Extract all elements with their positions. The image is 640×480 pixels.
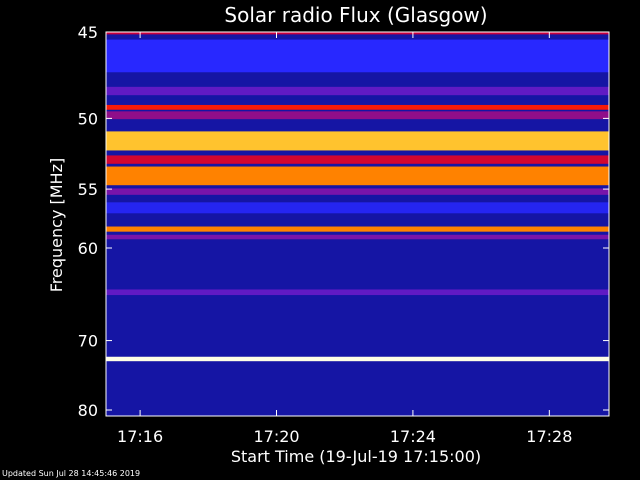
frequency-band bbox=[106, 226, 609, 232]
y-tick-label: 55 bbox=[78, 180, 98, 199]
y-tick-label: 45 bbox=[78, 23, 98, 42]
y-tick-label: 50 bbox=[78, 109, 98, 128]
x-tick-label: 17:20 bbox=[253, 427, 299, 446]
frequency-band bbox=[106, 104, 609, 110]
x-tick-label: 17:24 bbox=[390, 427, 436, 446]
spectrogram-background bbox=[106, 32, 609, 416]
x-tick-label: 17:16 bbox=[117, 427, 163, 446]
frequency-band bbox=[106, 32, 609, 35]
spectrogram-bands bbox=[106, 32, 609, 416]
y-axis-label: Frequency [MHz] bbox=[47, 158, 66, 292]
y-tick-label: 70 bbox=[78, 332, 98, 351]
x-tick-label: 17:28 bbox=[526, 427, 572, 446]
axis-ticks: 45 50 55 60 70 80 17:16 17:20 17:24 17:28 bbox=[78, 23, 609, 446]
plot-frame bbox=[105, 31, 610, 417]
frequency-band bbox=[106, 111, 609, 120]
frequency-band bbox=[106, 155, 609, 164]
x-axis-label: Start Time (19-Jul-19 17:15:00) bbox=[231, 447, 481, 466]
y-tick-label: 80 bbox=[78, 401, 98, 420]
chart-title: Solar radio Flux (Glasgow) bbox=[224, 3, 487, 27]
frequency-band bbox=[106, 202, 609, 214]
frequency-band bbox=[106, 39, 609, 73]
update-timestamp: Updated Sun Jul 28 14:45:46 2019 bbox=[2, 469, 141, 478]
frequency-band bbox=[106, 234, 609, 240]
frequency-band bbox=[106, 131, 609, 151]
frequency-band bbox=[106, 86, 609, 96]
y-tick-label: 60 bbox=[78, 239, 98, 258]
frequency-band bbox=[106, 166, 609, 186]
frequency-band bbox=[106, 356, 609, 362]
frequency-band bbox=[106, 289, 609, 296]
frequency-band bbox=[106, 188, 609, 195]
